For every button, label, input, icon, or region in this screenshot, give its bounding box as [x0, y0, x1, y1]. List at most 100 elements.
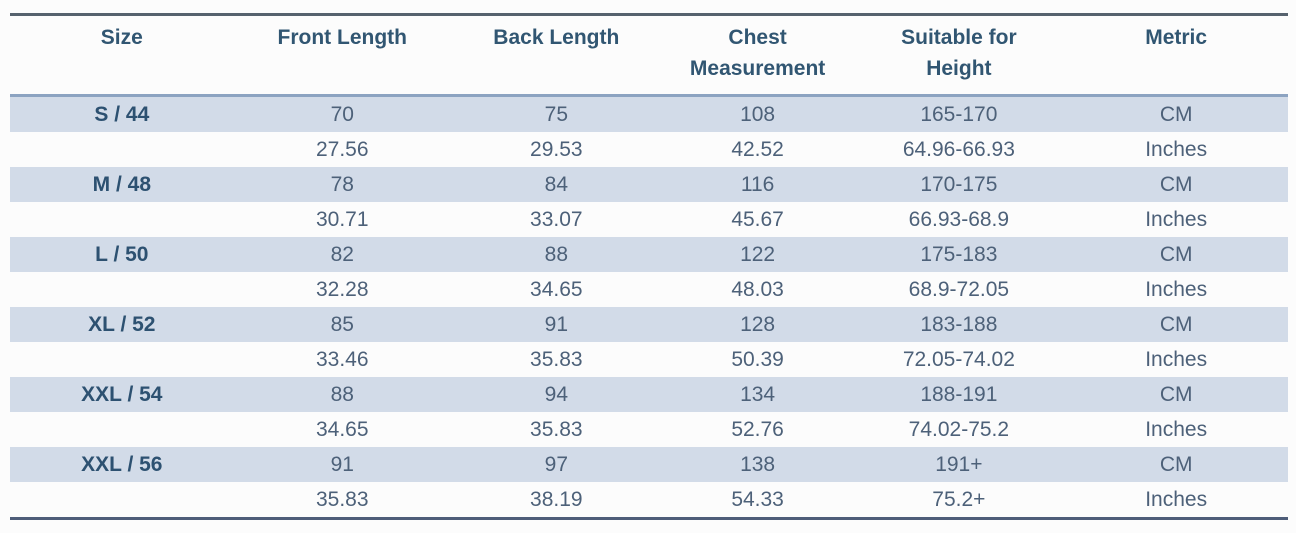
metric-cell: Inches: [1145, 347, 1208, 371]
metric-cell: Inches: [1145, 277, 1208, 301]
front-length-cell: 27.56: [315, 137, 369, 161]
height-cell: 165-170: [920, 102, 998, 126]
size-cell: M / 48: [92, 172, 151, 196]
size-cell: XXL / 54: [81, 382, 163, 406]
height-cell: 183-188: [920, 312, 998, 336]
back-length-cell: 38.19: [530, 487, 583, 511]
table-body: S / 44 70 75 108 165-170 CM 27.56 29.53 …: [10, 95, 1288, 519]
size-cell: [10, 132, 234, 167]
column-header-chest-measurement: Chest Measurement: [662, 15, 854, 96]
metric-cell: CM: [1159, 452, 1193, 476]
size-cell: S / 44: [94, 102, 150, 126]
table-row: S / 44 70 75 108 165-170 CM: [10, 95, 1288, 132]
front-length-cell: 78: [330, 172, 354, 196]
height-cell: 68.9-72.05: [908, 277, 1010, 301]
height-cell: 74.02-75.2: [908, 417, 1010, 441]
table-row: 33.46 35.83 50.39 72.05-74.02 Inches: [10, 342, 1288, 377]
header-line: Metric: [1145, 26, 1208, 49]
table-row: 34.65 35.83 52.76 74.02-75.2 Inches: [10, 412, 1288, 447]
table-row: XXL / 54 88 94 134 188-191 CM: [10, 377, 1288, 412]
front-length-cell: 91: [330, 452, 354, 476]
chest-cell: 138: [740, 452, 776, 476]
metric-cell: CM: [1159, 102, 1193, 126]
size-cell: L / 50: [95, 242, 149, 266]
chest-cell: 50.39: [731, 347, 784, 371]
header-line: Front Length: [277, 26, 407, 49]
metric-cell: Inches: [1145, 137, 1208, 161]
header-line: Measurement: [689, 57, 826, 80]
size-cell: [10, 342, 234, 377]
header-line: Chest: [728, 26, 787, 49]
size-cell: [10, 202, 234, 237]
header-line: Suitable for: [901, 26, 1017, 49]
metric-cell: CM: [1159, 312, 1193, 336]
table-row: 32.28 34.65 48.03 68.9-72.05 Inches: [10, 272, 1288, 307]
chest-cell: 116: [740, 172, 775, 196]
chest-cell: 108: [740, 102, 776, 126]
front-length-cell: 35.83: [315, 487, 369, 511]
back-length-cell: 91: [544, 312, 568, 336]
column-header-size: Size: [10, 15, 234, 96]
back-length-cell: 35.83: [530, 417, 583, 441]
column-header-metric: Metric: [1064, 15, 1288, 96]
front-length-cell: 34.65: [315, 417, 369, 441]
back-length-cell: 35.83: [530, 347, 583, 371]
front-length-cell: 70: [330, 102, 354, 126]
back-length-cell: 84: [544, 172, 568, 196]
header-line: Back Length: [493, 26, 620, 49]
metric-cell: Inches: [1145, 417, 1208, 441]
table-row: 35.83 38.19 54.33 75.2+ Inches: [10, 482, 1288, 519]
metric-cell: CM: [1159, 242, 1193, 266]
header-line: Size: [100, 26, 143, 49]
size-cell: [10, 272, 234, 307]
table-row: 30.71 33.07 45.67 66.93-68.9 Inches: [10, 202, 1288, 237]
height-cell: 170-175: [920, 172, 998, 196]
size-cell: [10, 482, 234, 519]
front-length-cell: 33.46: [315, 347, 369, 371]
table-row: XXL / 56 91 97 138 191+ CM: [10, 447, 1288, 482]
chest-cell: 134: [740, 382, 776, 406]
table-row: L / 50 82 88 122 175-183 CM: [10, 237, 1288, 272]
header-row: Size Front Length Back Length Chest Meas…: [10, 15, 1288, 96]
chest-cell: 48.03: [731, 277, 784, 301]
chest-cell: 54.33: [731, 487, 784, 511]
metric-cell: Inches: [1145, 487, 1208, 511]
front-length-cell: 30.71: [315, 207, 369, 231]
height-cell: 64.96-66.93: [902, 137, 1015, 161]
back-length-cell: 75: [544, 102, 568, 126]
height-cell: 188-191: [920, 382, 998, 406]
back-length-cell: 88: [544, 242, 568, 266]
metric-cell: CM: [1159, 172, 1193, 196]
chest-cell: 42.52: [731, 137, 784, 161]
chest-cell: 122: [740, 242, 776, 266]
metric-cell: CM: [1159, 382, 1193, 406]
front-length-cell: 82: [330, 242, 354, 266]
chest-cell: 52.76: [731, 417, 784, 441]
size-cell: XL / 52: [88, 312, 156, 336]
back-length-cell: 94: [544, 382, 568, 406]
column-header-back-length: Back Length: [451, 15, 662, 96]
back-length-cell: 97: [544, 452, 568, 476]
height-cell: 75.2+: [932, 487, 986, 511]
height-cell: 72.05-74.02: [902, 347, 1015, 371]
header-line: Height: [926, 57, 992, 80]
column-header-suitable-height: Suitable for Height: [853, 15, 1064, 96]
front-length-cell: 85: [330, 312, 354, 336]
chest-cell: 45.67: [731, 207, 784, 231]
height-cell: 191+: [935, 452, 983, 476]
back-length-cell: 29.53: [530, 137, 583, 161]
front-length-cell: 88: [330, 382, 354, 406]
metric-cell: Inches: [1145, 207, 1208, 231]
chest-cell: 128: [740, 312, 776, 336]
table-header: Size Front Length Back Length Chest Meas…: [10, 15, 1288, 96]
table-row: 27.56 29.53 42.52 64.96-66.93 Inches: [10, 132, 1288, 167]
back-length-cell: 33.07: [530, 207, 583, 231]
size-chart-table: Size Front Length Back Length Chest Meas…: [10, 13, 1288, 520]
front-length-cell: 32.28: [315, 277, 369, 301]
size-cell: [10, 412, 234, 447]
column-header-front-length: Front Length: [234, 15, 451, 96]
size-cell: XXL / 56: [81, 452, 163, 476]
height-cell: 175-183: [920, 242, 998, 266]
height-cell: 66.93-68.9: [908, 207, 1010, 231]
table-row: M / 48 78 84 116 170-175 CM: [10, 167, 1288, 202]
